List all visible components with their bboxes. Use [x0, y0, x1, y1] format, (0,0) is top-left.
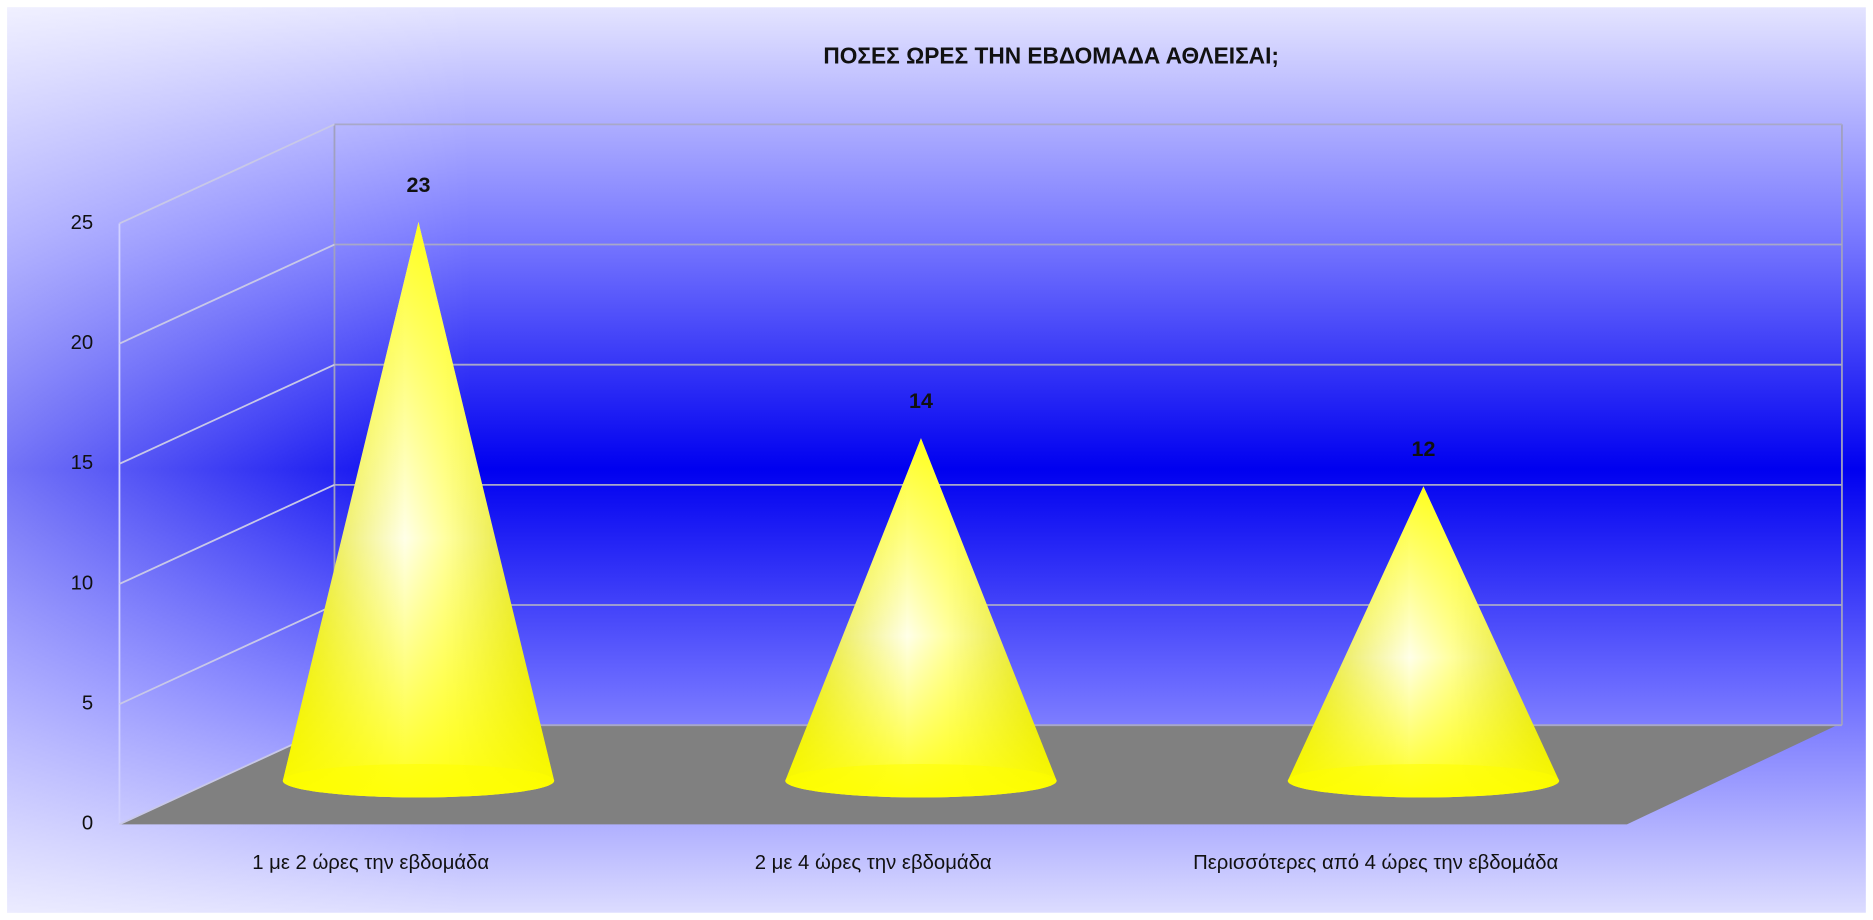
- cone-base: [282, 764, 555, 798]
- cone-base: [785, 764, 1057, 798]
- grid-line: [119, 604, 335, 705]
- value-label: 12: [1412, 437, 1436, 461]
- y-tick-label: 10: [71, 572, 94, 594]
- chart-title: ΠΟΣΕΣ ΩΡΕΣ ΤΗΝ ΕΒΔΟΜΑΔΑ ΑΘΛΕΙΣΑΙ;: [823, 42, 1279, 68]
- y-tick-label: 0: [82, 813, 93, 835]
- cone-shade: [1287, 486, 1560, 798]
- grid-line: [119, 363, 335, 465]
- x-tick-label: 1 με 2 ώρες την εβδομάδα: [252, 852, 489, 874]
- x-tick-label: 2 με 4 ώρες την εβδομάδα: [755, 852, 992, 874]
- value-label: 23: [407, 173, 431, 197]
- y-tick-label: 25: [71, 212, 94, 234]
- y-tick-label: 5: [82, 693, 93, 715]
- grid-line: [119, 243, 335, 345]
- cone-base: [1287, 764, 1560, 798]
- value-label: 14: [909, 389, 933, 413]
- grid-line: [119, 123, 335, 225]
- x-tick-label: Περισσότερες από 4 ώρες την εβδομάδα: [1193, 852, 1558, 874]
- y-tick-label: 15: [71, 452, 94, 474]
- grid-line: [119, 484, 335, 585]
- y-tick-label: 20: [71, 332, 94, 354]
- cone-shade: [785, 438, 1057, 798]
- cone-shade: [282, 221, 555, 798]
